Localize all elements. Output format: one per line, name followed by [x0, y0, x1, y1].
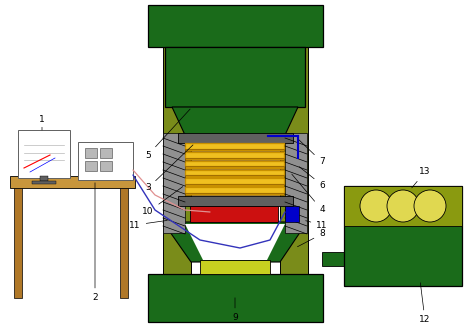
Text: 8: 8: [298, 230, 325, 247]
Bar: [185, 157, 284, 160]
Polygon shape: [172, 107, 298, 135]
Circle shape: [387, 190, 419, 222]
Bar: [280, 5, 308, 301]
Bar: [163, 5, 191, 301]
Bar: [344, 186, 462, 286]
Text: 6: 6: [299, 167, 325, 189]
Bar: [190, 206, 278, 222]
Bar: [100, 148, 112, 158]
Polygon shape: [163, 222, 307, 262]
Bar: [14, 188, 22, 298]
Bar: [185, 152, 284, 157]
Bar: [322, 252, 344, 266]
Text: 7: 7: [299, 140, 325, 167]
Bar: [200, 260, 270, 274]
Bar: [18, 130, 70, 178]
Text: 4: 4: [292, 174, 325, 215]
Bar: [120, 188, 128, 298]
Text: 2: 2: [92, 183, 98, 303]
Bar: [148, 274, 323, 322]
Bar: [185, 175, 284, 178]
Bar: [178, 133, 293, 143]
Bar: [163, 133, 185, 233]
Bar: [344, 186, 462, 226]
Text: 10: 10: [142, 187, 183, 216]
Bar: [185, 161, 284, 166]
Bar: [100, 161, 112, 171]
Bar: [32, 181, 56, 184]
Bar: [285, 206, 299, 222]
Bar: [85, 161, 97, 171]
Text: 13: 13: [412, 168, 431, 188]
Bar: [185, 184, 284, 186]
Bar: [165, 47, 305, 107]
Bar: [78, 142, 133, 180]
Polygon shape: [185, 222, 285, 262]
Text: 1: 1: [39, 115, 45, 130]
Bar: [185, 170, 284, 175]
Bar: [185, 166, 284, 169]
Bar: [185, 149, 284, 151]
Bar: [40, 176, 48, 181]
Polygon shape: [185, 224, 285, 260]
Text: 11: 11: [129, 220, 167, 230]
Bar: [185, 143, 284, 149]
Bar: [178, 196, 293, 206]
Text: 9: 9: [232, 298, 238, 322]
Text: 12: 12: [419, 283, 431, 324]
Bar: [185, 193, 284, 195]
Text: 5: 5: [145, 109, 190, 159]
Text: 11: 11: [306, 220, 328, 230]
Bar: [85, 148, 97, 158]
Bar: [10, 176, 135, 188]
Bar: [285, 133, 307, 233]
Bar: [148, 5, 323, 47]
Circle shape: [414, 190, 446, 222]
Bar: [185, 178, 284, 184]
Text: 3: 3: [145, 145, 193, 192]
Circle shape: [360, 190, 392, 222]
Bar: [185, 187, 284, 193]
